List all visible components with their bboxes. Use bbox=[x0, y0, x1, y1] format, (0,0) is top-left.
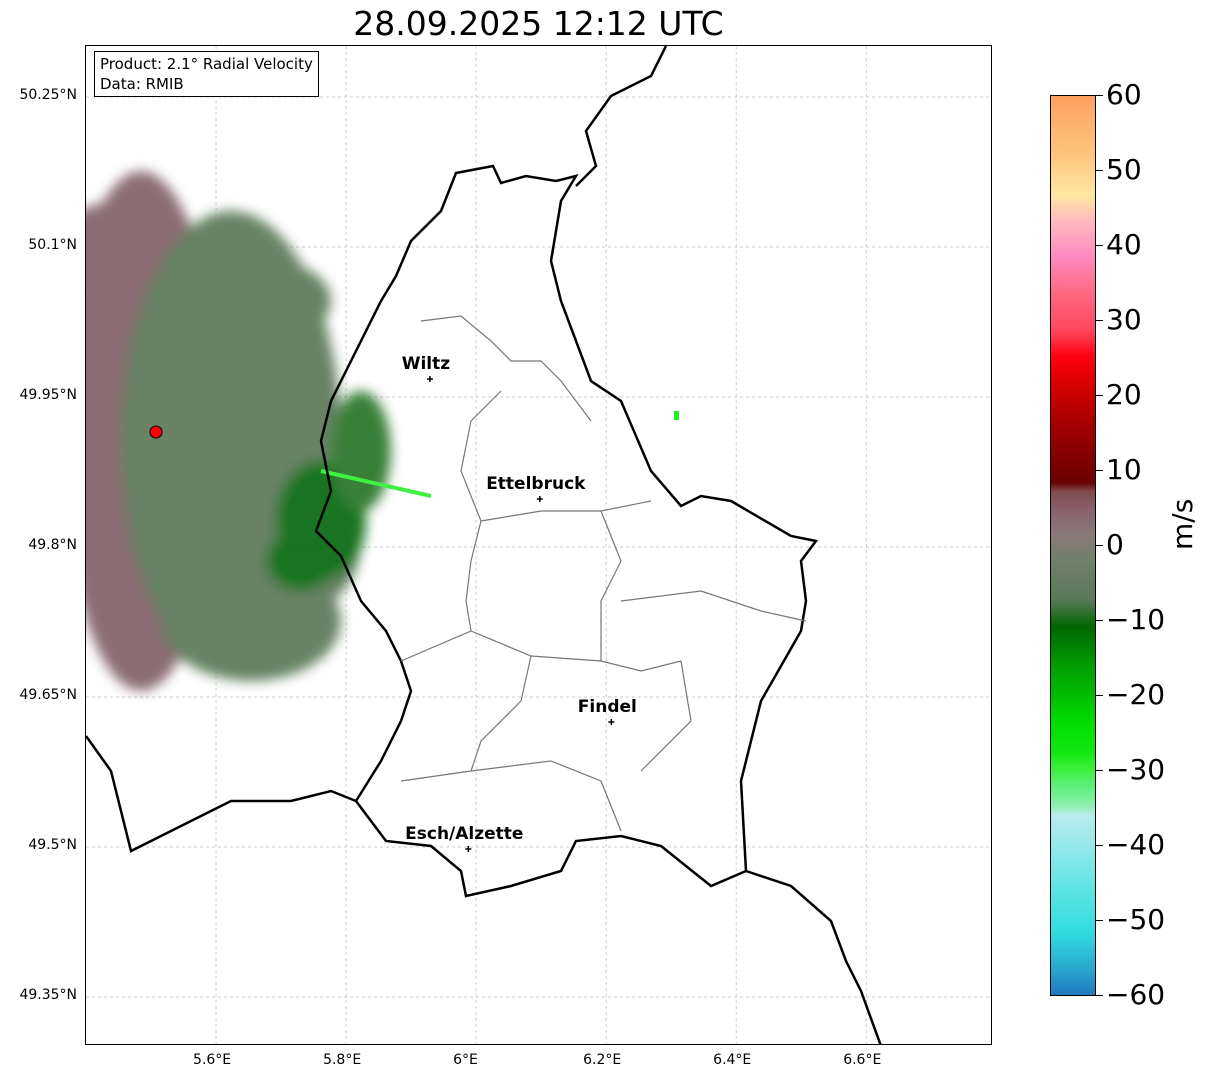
product-label: Product: 2.1° Radial Velocity bbox=[100, 55, 313, 73]
colorbar-tick bbox=[1096, 95, 1103, 96]
city-marker-icon bbox=[608, 719, 615, 725]
y-tick-label: 49.5°N bbox=[28, 837, 77, 853]
map-plot: Wiltz Ettelbruck Findel Esch/Alzette bbox=[85, 45, 992, 1045]
colorbar-tick bbox=[1096, 170, 1103, 171]
country-border bbox=[86, 46, 882, 1044]
x-tick-label: 6.2°E bbox=[583, 1052, 622, 1068]
data-source-label: Data: RMIB bbox=[100, 75, 184, 93]
city-marker-icon bbox=[465, 846, 472, 852]
y-tick-label: 49.65°N bbox=[19, 687, 77, 703]
y-tick-label: 49.95°N bbox=[19, 387, 77, 403]
city-esch-alzette: Esch/Alzette bbox=[405, 824, 523, 852]
colorbar-tick-label: 60 bbox=[1106, 78, 1142, 111]
colorbar-tick bbox=[1096, 320, 1103, 321]
colorbar-tick-label: 0 bbox=[1106, 528, 1124, 561]
x-tick-label: 6°E bbox=[453, 1052, 478, 1068]
colorbar-tick-label: −20 bbox=[1106, 678, 1166, 711]
echo-streak bbox=[320, 469, 432, 498]
colorbar-tick-label: 30 bbox=[1106, 303, 1142, 336]
x-tick-label: 5.8°E bbox=[323, 1052, 362, 1068]
city-label: Wiltz bbox=[402, 354, 451, 374]
colorbar-tick bbox=[1096, 695, 1103, 696]
colorbar-tick bbox=[1096, 920, 1103, 921]
map-canvas: Wiltz Ettelbruck Findel Esch/Alzette bbox=[86, 46, 991, 1044]
colorbar-tick-label: −50 bbox=[1106, 903, 1166, 936]
radar-site-marker bbox=[149, 425, 163, 439]
city-label: Findel bbox=[578, 697, 637, 717]
city-marker-icon bbox=[536, 496, 543, 502]
radar-echoes bbox=[86, 171, 391, 691]
city-findel: Findel bbox=[578, 697, 637, 725]
colorbar bbox=[1050, 95, 1096, 996]
city-ettelbruck: Ettelbruck bbox=[486, 474, 586, 502]
x-tick-label: 5.6°E bbox=[193, 1052, 232, 1068]
echo-cell bbox=[674, 411, 679, 420]
colorbar-tick bbox=[1096, 245, 1103, 246]
city-label: Ettelbruck bbox=[486, 474, 586, 494]
colorbar-tick-label: 20 bbox=[1106, 378, 1142, 411]
colorbar-tick-label: −10 bbox=[1106, 603, 1166, 636]
colorbar-tick-label: −60 bbox=[1106, 978, 1166, 1011]
y-tick-label: 49.35°N bbox=[19, 987, 77, 1003]
colorbar-tick bbox=[1096, 845, 1103, 846]
colorbar-tick bbox=[1096, 395, 1103, 396]
info-box: Product: 2.1° Radial Velocity Data: RMIB bbox=[94, 51, 319, 97]
colorbar-unit: m/s bbox=[1166, 498, 1199, 550]
city-wiltz: Wiltz bbox=[402, 354, 451, 382]
x-tick-label: 6.4°E bbox=[713, 1052, 752, 1068]
colorbar-tick-label: −30 bbox=[1106, 753, 1166, 786]
colorbar-tick bbox=[1096, 620, 1103, 621]
city-markers: Wiltz Ettelbruck Findel Esch/Alzette bbox=[402, 354, 637, 852]
luxembourg-border bbox=[314, 164, 819, 898]
city-label: Esch/Alzette bbox=[405, 824, 523, 844]
canton-borders bbox=[400, 315, 807, 832]
colorbar-tick bbox=[1096, 470, 1103, 471]
city-marker-icon bbox=[426, 376, 433, 382]
y-tick-label: 50.25°N bbox=[19, 87, 77, 103]
colorbar-tick-label: 50 bbox=[1106, 153, 1142, 186]
y-tick-label: 50.1°N bbox=[28, 237, 77, 253]
colorbar-tick bbox=[1096, 545, 1103, 546]
colorbar-tick bbox=[1096, 995, 1103, 996]
colorbar-tick-label: 10 bbox=[1106, 453, 1142, 486]
y-tick-label: 49.8°N bbox=[28, 537, 77, 553]
map-title: 28.09.2025 12:12 UTC bbox=[353, 4, 724, 43]
colorbar-tick-label: 40 bbox=[1106, 228, 1142, 261]
colorbar-tick bbox=[1096, 770, 1103, 771]
x-tick-label: 6.6°E bbox=[843, 1052, 882, 1068]
colorbar-tick-label: −40 bbox=[1106, 828, 1166, 861]
